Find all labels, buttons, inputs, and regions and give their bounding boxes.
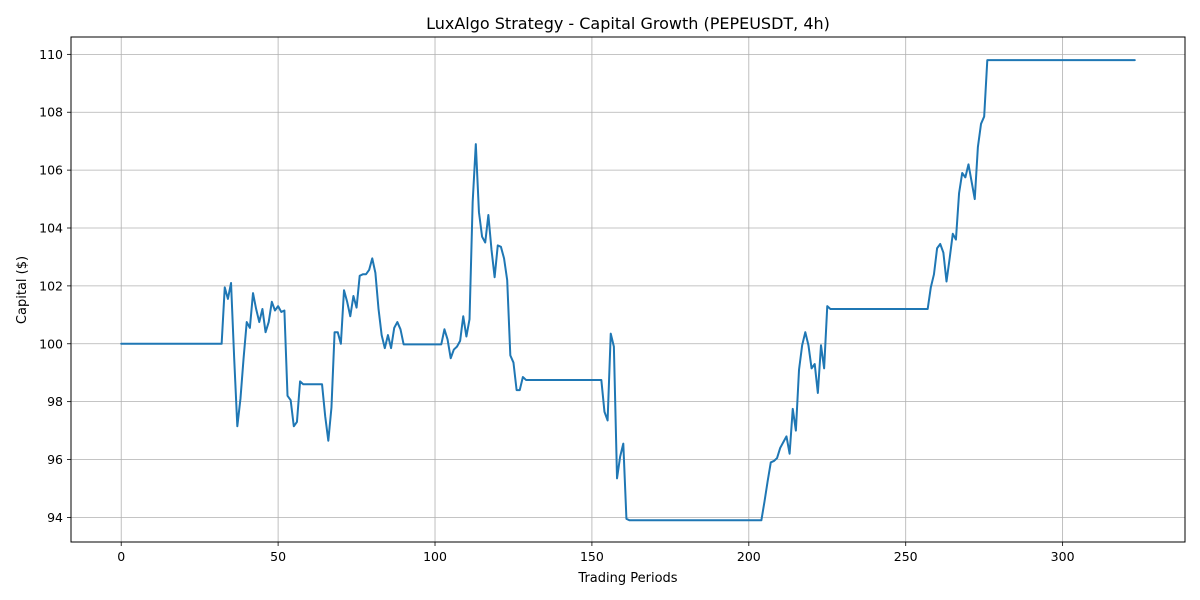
- x-tick-label: 250: [894, 549, 918, 564]
- y-tick-label: 108: [39, 105, 63, 120]
- y-tick-label: 94: [47, 510, 63, 525]
- y-tick-label: 104: [39, 221, 63, 236]
- x-axis-label: Trading Periods: [577, 571, 677, 586]
- y-gridlines: [71, 53, 1185, 518]
- y-tick-label: 102: [39, 278, 63, 293]
- x-axis-ticks: 0 50 100 150 200 250 300: [117, 542, 1075, 564]
- x-gridlines: [120, 37, 1064, 542]
- x-tick-label: 50: [270, 549, 286, 564]
- x-tick-label: 300: [1051, 549, 1075, 564]
- x-tick-label: 150: [580, 549, 604, 564]
- plot-area-frame: [70, 36, 1186, 543]
- y-axis-label: Capital ($): [15, 256, 30, 324]
- y-tick-label: 98: [47, 394, 63, 409]
- capital-series-line: [120, 59, 1136, 522]
- chart-title: LuxAlgo Strategy - Capital Growth (PEPEU…: [426, 14, 830, 33]
- series-layer: [120, 59, 1136, 522]
- y-tick-label: 96: [47, 452, 63, 467]
- y-tick-label: 110: [39, 47, 63, 62]
- x-tick-label: 200: [737, 549, 761, 564]
- y-tick-label: 100: [39, 336, 63, 351]
- x-tick-label: 0: [117, 549, 125, 564]
- x-tick-label: 100: [423, 549, 447, 564]
- y-tick-label: 106: [39, 163, 63, 178]
- y-axis-ticks: 94 96 98 100 102 104 106 108 110: [39, 47, 71, 525]
